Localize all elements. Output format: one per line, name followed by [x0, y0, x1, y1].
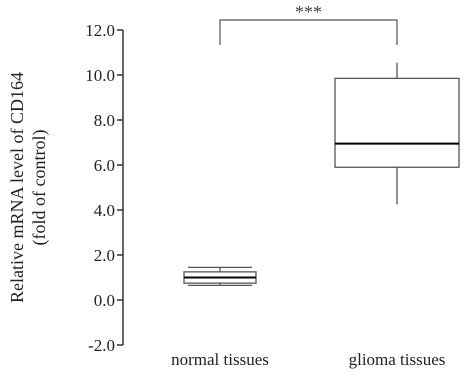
- significance-label: ***: [295, 2, 322, 22]
- y-tick-label: -2.0: [88, 336, 115, 355]
- y-axis-label-line-1: Relative mRNA level of CD164: [7, 72, 27, 303]
- x-axis-categories: normal tissues glioma tissues: [171, 350, 445, 369]
- y-axis-label-line-2: (fold of control): [29, 130, 50, 246]
- y-tick-label: 2.0: [94, 246, 115, 265]
- significance-bracket: ***: [219, 2, 398, 45]
- significance-bracket-line: [219, 19, 398, 45]
- box-iqr: [334, 77, 460, 168]
- x-category-label: normal tissues: [171, 350, 269, 369]
- box-normal-tissues: [183, 266, 257, 287]
- y-tick-label: 6.0: [94, 156, 115, 175]
- box-glioma-tissues: [334, 62, 460, 205]
- y-tick-label: 4.0: [94, 201, 115, 220]
- y-axis: -2.0 0.0 2.0 4.0 6.0 8.0 10.0 12.0: [85, 21, 124, 355]
- x-category-label: glioma tissues: [349, 350, 446, 369]
- y-tick-label: 0.0: [94, 291, 115, 310]
- y-tick-label: 12.0: [85, 21, 115, 40]
- box-series: [183, 62, 460, 287]
- y-tick-label: 8.0: [94, 111, 115, 130]
- y-tick-label: 10.0: [85, 66, 115, 85]
- y-axis-label: Relative mRNA level of CD164 (fold of co…: [7, 72, 50, 303]
